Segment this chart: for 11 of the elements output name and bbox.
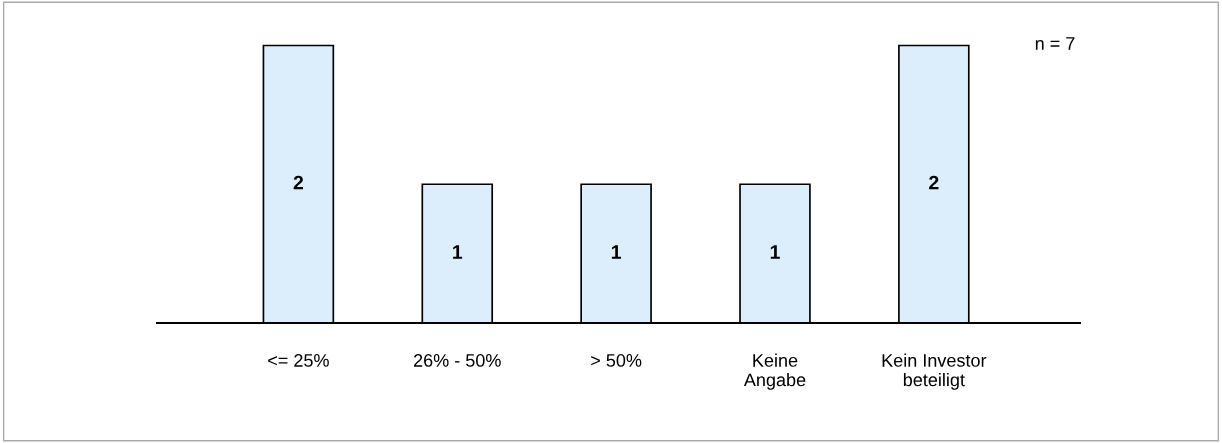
data-label: 2 xyxy=(293,175,304,190)
x-tick-label: Kein Investor beteiligt xyxy=(882,353,987,390)
x-tick-label: 26% - 50% xyxy=(414,354,501,367)
x-tick-label: <= 25% xyxy=(268,354,329,367)
data-label: 1 xyxy=(611,245,621,259)
x-tick-label: Keine Angabe xyxy=(743,353,806,390)
data-label: 1 xyxy=(453,245,463,259)
data-label: 2 xyxy=(929,175,939,190)
data-label: 1 xyxy=(770,245,780,259)
x-tick-label: > 50% xyxy=(591,354,642,367)
annotation: n = 7 xyxy=(1035,37,1075,50)
